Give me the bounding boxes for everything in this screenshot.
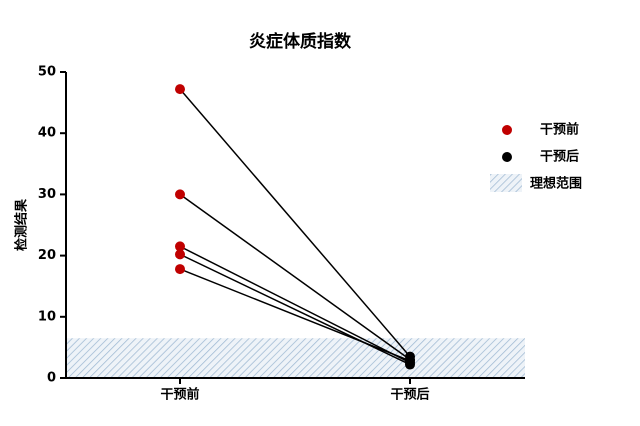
point	[175, 241, 185, 252]
y-axis-label: 检测结果	[14, 199, 30, 251]
pair-line	[179, 193, 411, 361]
chart-title: 炎症体质指数	[249, 31, 352, 52]
pair-line	[179, 245, 411, 364]
legend-label: 干预前	[540, 122, 579, 138]
y-tick-label: 40	[38, 126, 56, 141]
point	[175, 189, 185, 200]
legend-label: 理想范围	[530, 176, 582, 192]
point	[405, 355, 415, 366]
x-tick-label: 干预前	[160, 387, 199, 403]
x-tick-label: 干预后	[390, 387, 429, 403]
point	[175, 264, 185, 275]
legend-band	[490, 174, 522, 192]
legend-marker	[502, 125, 512, 135]
y-tick-label: 30	[38, 187, 56, 202]
ideal-range-band	[66, 338, 525, 378]
point	[175, 249, 185, 260]
pair-line	[179, 268, 411, 362]
y-tick-label: 20	[38, 248, 56, 263]
y-tick-label: 50	[38, 65, 56, 80]
point	[175, 84, 185, 95]
legend-marker	[502, 152, 512, 162]
y-tick-label: 0	[47, 371, 56, 386]
legend-label: 干预后	[540, 149, 579, 165]
y-tick-label: 10	[38, 309, 56, 324]
pair-line	[179, 88, 411, 358]
